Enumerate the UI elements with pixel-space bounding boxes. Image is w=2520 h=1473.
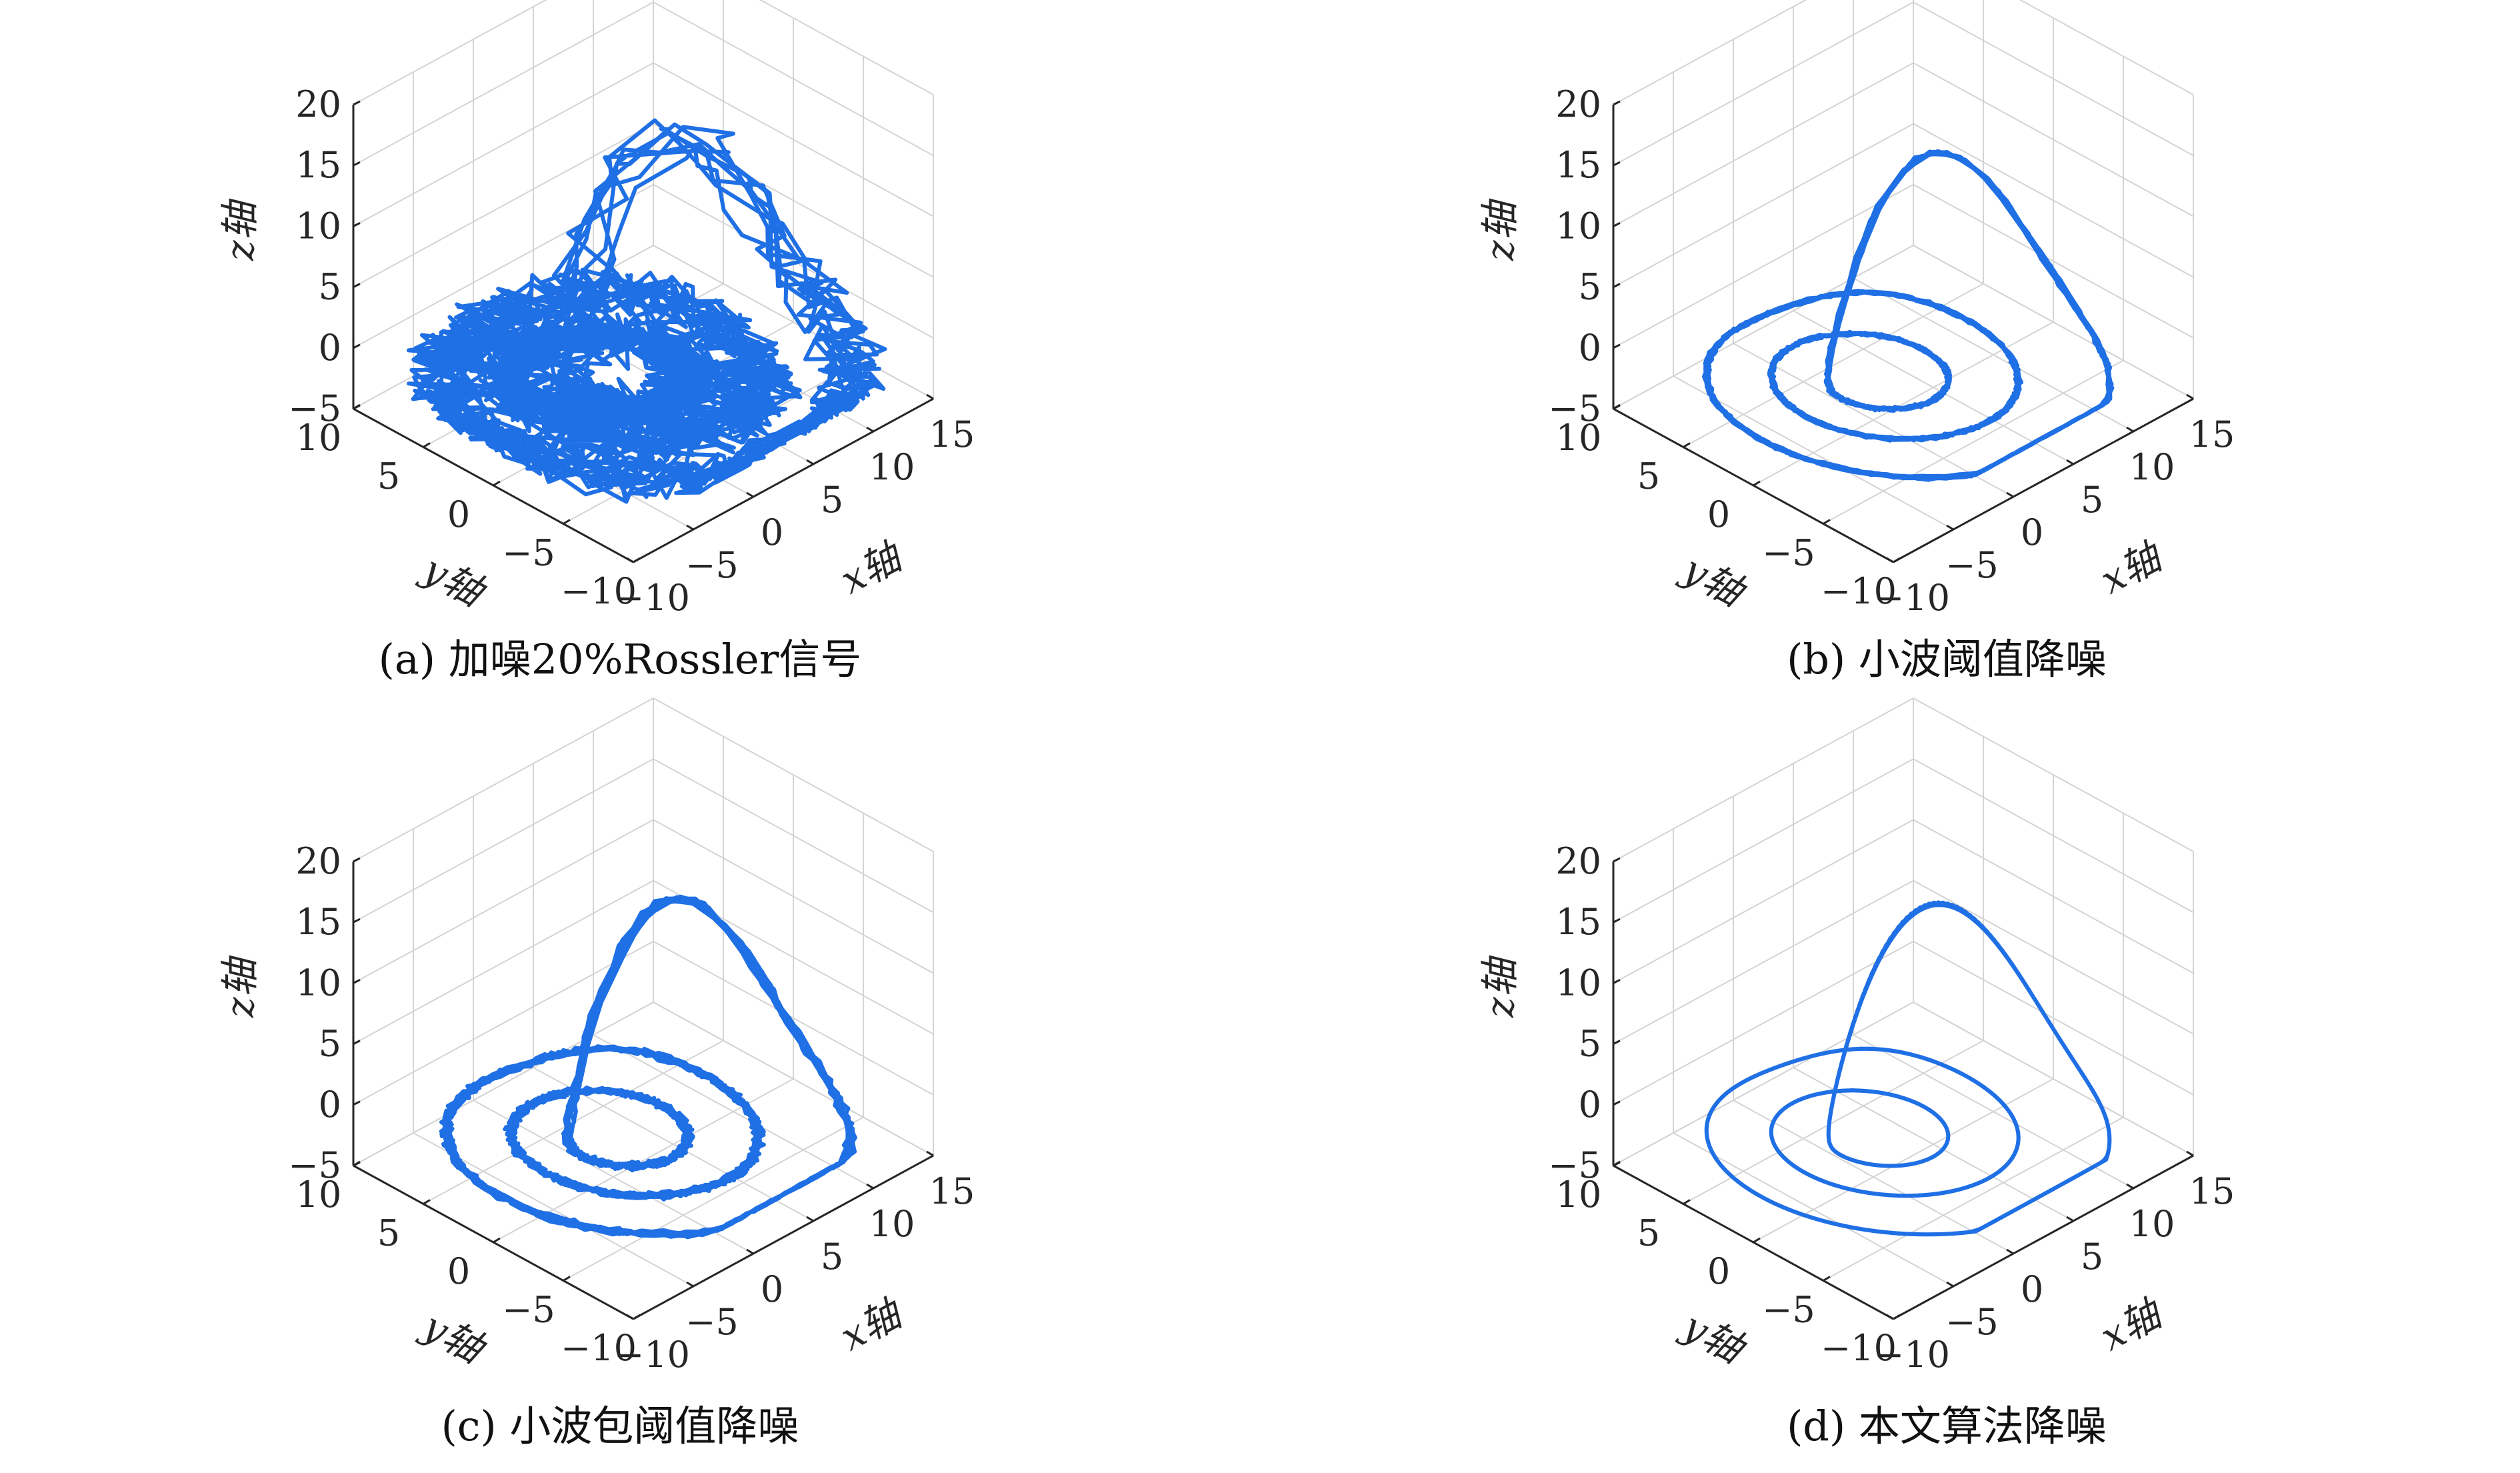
grid — [1613, 0, 2194, 563]
z-tick-label: 5 — [319, 266, 341, 308]
y-tick-label: −5 — [502, 532, 555, 574]
z-tick-label: 20 — [295, 83, 341, 125]
x-tick-label: 0 — [761, 1268, 783, 1310]
x-tick-label: 15 — [929, 1170, 975, 1212]
y-tick-label: 5 — [1637, 455, 1660, 497]
y-tick-label: 10 — [296, 1174, 342, 1216]
x-tick-label: −5 — [1945, 544, 1999, 586]
y-tick-label: 10 — [1556, 417, 1602, 459]
z-tick-label: 10 — [295, 205, 341, 247]
y-tick-label: 10 — [1556, 1174, 1602, 1216]
x-tick-label: 5 — [2081, 479, 2103, 521]
z-tick-label: 20 — [1555, 840, 1601, 882]
z-tick-label: −5 — [1548, 387, 1601, 429]
x-axis-line — [633, 1154, 934, 1320]
z-tick-label: 5 — [319, 1023, 341, 1065]
z-tick-label: 0 — [1579, 1084, 1601, 1126]
z-tick-label: 5 — [1579, 266, 1601, 308]
z-tick-label: 20 — [1555, 83, 1601, 125]
x-tick-label: 0 — [2021, 1268, 2043, 1310]
z-axis-label: z轴 — [1477, 954, 1523, 1018]
x-tick-label: −10 — [614, 577, 690, 619]
z-tick-label: −5 — [1548, 1144, 1601, 1186]
x-tick-label: 5 — [821, 479, 843, 521]
y-tick-label: 5 — [377, 455, 400, 497]
z-tick-label: −5 — [288, 387, 341, 429]
attractor-trajectory — [1702, 149, 2115, 482]
z-tick-label: 15 — [295, 901, 341, 943]
z-tick-label: 10 — [295, 962, 341, 1004]
x-tick-label: 10 — [2129, 446, 2175, 488]
y-tick-label: 0 — [447, 493, 470, 535]
y-tick-label: −10 — [1821, 1327, 1897, 1369]
y-tick-label: −5 — [502, 1289, 555, 1331]
panel-caption: (b) 小波阈值降噪 — [1787, 635, 2107, 683]
y-tick-label: 10 — [296, 417, 342, 459]
x-tick-label: −10 — [1874, 1334, 1950, 1376]
x-axis-line — [1893, 397, 2194, 563]
attractor-trajectory — [1704, 900, 2112, 1237]
x-tick-label: −5 — [685, 1301, 739, 1343]
z-axis-label: z轴 — [217, 954, 263, 1018]
z-tick-label: 15 — [1555, 901, 1601, 943]
z-tick-label: 15 — [295, 144, 341, 186]
x-tick-label: 0 — [761, 511, 783, 553]
x-axis-line — [1893, 1154, 2194, 1320]
panel-caption: (c) 小波包阈值降噪 — [441, 1402, 799, 1450]
z-tick-label: 0 — [319, 1084, 341, 1126]
x-axis-line — [633, 397, 934, 563]
y-tick-label: 0 — [1707, 493, 1730, 535]
z-tick-label: 20 — [295, 840, 341, 882]
z-axis-label: z轴 — [217, 197, 263, 261]
z-tick-label: 0 — [319, 327, 341, 369]
z-axis-label: z轴 — [1477, 197, 1523, 261]
x-tick-label: 10 — [869, 446, 915, 488]
panel-caption: (d) 本文算法降噪 — [1787, 1402, 2107, 1450]
x-tick-label: −10 — [1874, 577, 1950, 619]
x-tick-label: −5 — [685, 544, 739, 586]
x-tick-label: 0 — [2021, 511, 2043, 553]
x-tick-label: 5 — [2081, 1236, 2103, 1278]
y-tick-label: 5 — [1637, 1212, 1660, 1254]
z-tick-label: −5 — [288, 1144, 341, 1186]
y-tick-label: −5 — [1762, 532, 1815, 574]
x-tick-label: 10 — [2129, 1203, 2175, 1245]
x-tick-label: 15 — [929, 413, 975, 455]
z-tick-label: 15 — [1555, 144, 1601, 186]
y-tick-label: 0 — [1707, 1250, 1730, 1292]
x-tick-label: −10 — [614, 1334, 690, 1376]
panel-caption: (a) 加噪20%Rossler信号 — [379, 635, 862, 683]
y-tick-label: −10 — [561, 570, 637, 612]
z-tick-label: 0 — [1579, 327, 1601, 369]
y-tick-label: 0 — [447, 1250, 470, 1292]
x-tick-label: 5 — [821, 1236, 843, 1278]
attractor-trajectory — [439, 894, 857, 1240]
x-tick-label: −5 — [1945, 1301, 1999, 1343]
x-tick-label: 15 — [2189, 413, 2235, 455]
x-tick-label: 10 — [869, 1203, 915, 1245]
z-tick-label: 10 — [1555, 205, 1601, 247]
y-tick-label: −10 — [1821, 570, 1897, 612]
y-tick-label: −10 — [561, 1327, 637, 1369]
x-tick-label: 15 — [2189, 1170, 2235, 1212]
attractor-trajectory — [407, 118, 887, 504]
z-tick-label: 5 — [1579, 1023, 1601, 1065]
y-tick-label: −5 — [1762, 1289, 1815, 1331]
z-tick-label: 10 — [1555, 962, 1601, 1004]
y-tick-label: 5 — [377, 1212, 400, 1254]
